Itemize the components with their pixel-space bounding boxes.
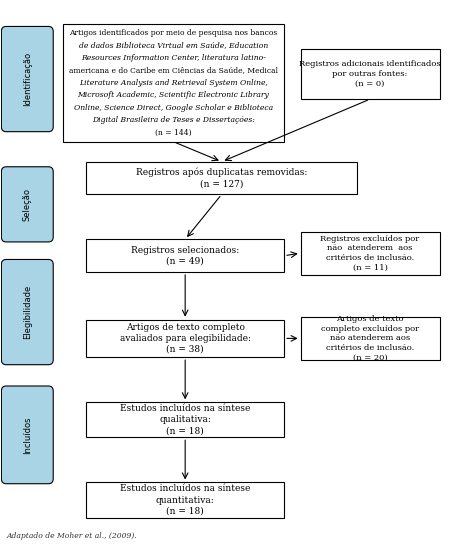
- Text: Artigos identificados por meio de pesquisa nos bancos: Artigos identificados por meio de pesqui…: [69, 29, 277, 37]
- FancyBboxPatch shape: [86, 483, 284, 518]
- Text: Literature Analysis and Retrieval System Online,: Literature Analysis and Retrieval System…: [79, 79, 268, 87]
- FancyBboxPatch shape: [301, 49, 439, 99]
- FancyBboxPatch shape: [86, 320, 284, 357]
- Text: de dados Biblioteca Virtual em Saúde, Education: de dados Biblioteca Virtual em Saúde, Ed…: [79, 42, 268, 49]
- FancyBboxPatch shape: [86, 239, 284, 272]
- FancyBboxPatch shape: [1, 167, 53, 242]
- Text: Elegibilidade: Elegibilidade: [23, 285, 32, 339]
- Text: Artigos de texto completo
avaliados para elegibilidade:
(n = 38): Artigos de texto completo avaliados para…: [119, 323, 251, 354]
- Text: Identificação: Identificação: [23, 52, 32, 106]
- Text: Incluídos: Incluídos: [23, 416, 32, 453]
- Text: Adaptado de Moher et al., (2009).: Adaptado de Moher et al., (2009).: [6, 532, 137, 540]
- Text: Registros após duplicatas removidas:
(n = 127): Registros após duplicatas removidas: (n …: [136, 168, 307, 188]
- Text: Online, Science Direct, Google Scholar e Biblioteca: Online, Science Direct, Google Scholar e…: [74, 104, 273, 111]
- Text: Registros selecionados:
(n = 49): Registros selecionados: (n = 49): [131, 245, 239, 266]
- Text: Registros adicionais identificados
por outras fontes:
(n = 0): Registros adicionais identificados por o…: [299, 60, 441, 88]
- Text: Estudos incluídos na síntese
quantitativa:
(n = 18): Estudos incluídos na síntese quantitativ…: [120, 484, 250, 516]
- Text: Microsoft Academic, Scientific Electronic Library: Microsoft Academic, Scientific Electroni…: [78, 91, 269, 99]
- Text: Resources Information Center, literatura latino-: Resources Information Center, literatura…: [81, 54, 266, 62]
- FancyBboxPatch shape: [301, 317, 439, 360]
- FancyBboxPatch shape: [1, 26, 53, 132]
- FancyBboxPatch shape: [63, 24, 284, 142]
- FancyBboxPatch shape: [1, 260, 53, 365]
- FancyBboxPatch shape: [1, 386, 53, 484]
- Text: americana e do Caribe em Ciências da Saúde, Medical: americana e do Caribe em Ciências da Saú…: [69, 66, 278, 75]
- Text: Estudos incluídos na síntese
qualitativa:
(n = 18): Estudos incluídos na síntese qualitativa…: [120, 404, 250, 435]
- Text: Registros excluídos por
não  atenderem  aos
critérios de inclusão.
(n = 11): Registros excluídos por não atenderem ao…: [320, 234, 420, 272]
- FancyBboxPatch shape: [301, 232, 439, 274]
- Text: (n = 144): (n = 144): [155, 128, 191, 136]
- FancyBboxPatch shape: [86, 162, 357, 194]
- Text: Seleção: Seleção: [23, 188, 32, 221]
- Text: Artigos de texto
completo excluídos por
não atenderem aos
critérios de inclusão.: Artigos de texto completo excluídos por …: [321, 315, 419, 362]
- Text: Digital Brasileira de Teses e Dissertações:: Digital Brasileira de Teses e Dissertaçõ…: [92, 116, 255, 124]
- FancyBboxPatch shape: [86, 402, 284, 438]
